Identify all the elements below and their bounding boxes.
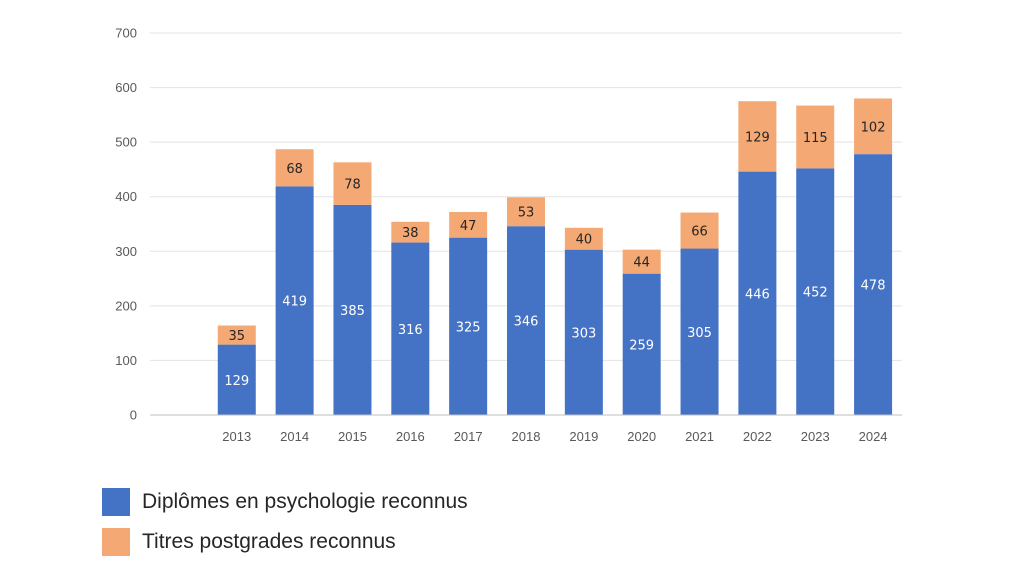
legend-label-diplomes: Diplômes en psychologie reconnus	[142, 490, 468, 513]
bar-segment-titres	[680, 212, 719, 249]
bar-segment-titres	[507, 197, 545, 227]
legend-label-titres: Titres postgrades reconnus	[142, 530, 396, 553]
x-tick-label: 2013	[222, 429, 251, 444]
data-label: 129	[745, 130, 770, 145]
bar-segment-diplomes	[564, 249, 603, 415]
x-tick-label: 2023	[801, 429, 830, 444]
y-tick-label: 200	[115, 298, 137, 313]
axes: 0 100 200 300 400 500 600 700 2013 2014 2015 2016 20…	[115, 26, 902, 444]
data-label: 129	[224, 374, 249, 389]
y-tick-label: 100	[115, 353, 137, 368]
bar-segment-titres	[564, 227, 603, 250]
data-label: 102	[861, 120, 886, 135]
data-label: 44	[633, 256, 650, 271]
data-label: 419	[282, 295, 307, 310]
bar-segment-diplomes	[217, 344, 256, 415]
y-tick-label: 400	[115, 189, 137, 204]
bar-segment-diplomes	[796, 168, 835, 415]
bar-segment-titres	[738, 101, 777, 172]
legend-swatch-titres	[102, 528, 130, 556]
bar-segment-diplomes	[449, 237, 488, 415]
x-tick-label: 2015	[338, 429, 367, 444]
stacked-bar-chart: 129 35 419 68 385 78 316 38 325 47 346 53 303 40 259 44…	[115, 26, 902, 444]
y-tick-label: 0	[130, 408, 137, 423]
data-label: 478	[861, 279, 886, 294]
x-tick-label: 2017	[454, 429, 483, 444]
data-label: 305	[687, 326, 712, 341]
data-labels: 129 35 419 68 385 78 316 38 325 47 346 53 303 40 259 44…	[224, 120, 885, 388]
bar-segment-diplomes	[275, 186, 314, 415]
data-label: 325	[456, 320, 481, 335]
y-tick-label: 500	[115, 135, 137, 150]
data-label: 115	[803, 131, 828, 146]
data-label: 259	[629, 338, 654, 353]
data-label: 452	[803, 286, 828, 301]
bar-segment-diplomes	[391, 242, 430, 415]
data-label: 303	[571, 326, 596, 341]
bar-segment-titres	[391, 221, 430, 243]
bar-segment-diplomes	[333, 204, 372, 415]
y-tick-label: 600	[115, 80, 137, 95]
legend-item-diplomes: Diplômes en psychologie reconnus	[102, 488, 468, 516]
bar-segment-diplomes	[507, 226, 545, 415]
x-tick-label: 2018	[512, 429, 541, 444]
bar-segment-titres	[622, 249, 661, 274]
bar-segment-titres	[275, 149, 314, 187]
bar-segment-titres	[854, 98, 893, 155]
bar-segment-diplomes	[622, 273, 661, 415]
data-label: 66	[691, 225, 708, 240]
x-tick-label: 2014	[280, 429, 309, 444]
bar-segment-titres	[333, 162, 372, 205]
bar-segment-titres	[217, 325, 256, 345]
bar-segment-titres	[449, 211, 488, 238]
data-label: 385	[340, 304, 365, 319]
x-tick-label: 2021	[685, 429, 714, 444]
data-label: 68	[286, 162, 303, 177]
data-label: 47	[460, 219, 477, 234]
data-label: 40	[576, 233, 593, 248]
data-label: 346	[514, 315, 539, 330]
legend-swatch-diplomes	[102, 488, 130, 516]
x-tick-label: 2019	[569, 429, 598, 444]
data-label: 53	[518, 206, 535, 221]
x-tick-label: 2020	[627, 429, 656, 444]
data-label: 35	[228, 329, 245, 344]
data-label: 38	[402, 226, 419, 241]
x-tick-label: 2022	[743, 429, 772, 444]
data-label: 316	[398, 323, 423, 338]
bar-segment-diplomes	[738, 171, 777, 415]
legend-item-titres: Titres postgrades reconnus	[102, 528, 468, 556]
y-tick-label: 300	[115, 244, 137, 259]
data-label: 446	[745, 287, 770, 302]
chart-area: 129 35 419 68 385 78 316 38 325 47 346 53 303 40 259 44…	[115, 26, 902, 444]
bar-segment-diplomes	[680, 248, 719, 415]
bar-segment-titres	[796, 105, 835, 169]
bars	[217, 98, 893, 416]
x-tick-label: 2024	[859, 429, 888, 444]
bar-segment-diplomes	[854, 154, 893, 416]
data-label: 78	[344, 178, 361, 193]
y-tick-label: 700	[115, 26, 137, 41]
x-tick-label: 2016	[396, 429, 425, 444]
legend: Diplômes en psychologie reconnus Titres …	[102, 488, 468, 568]
